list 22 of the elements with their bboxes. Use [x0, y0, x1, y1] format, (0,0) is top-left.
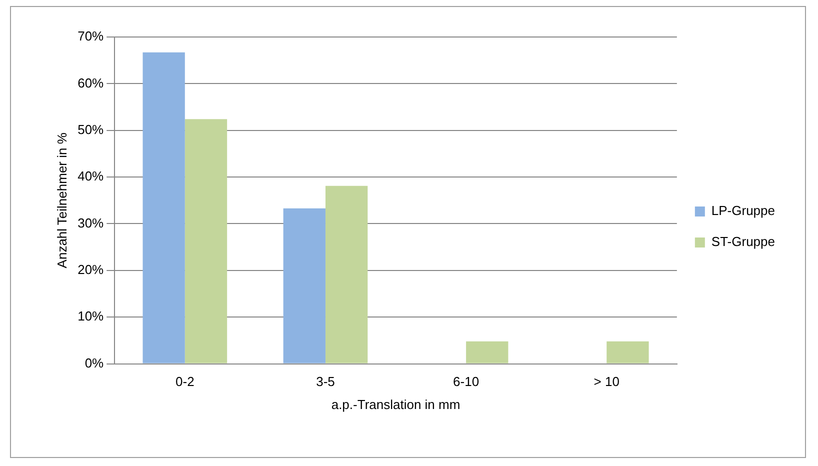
- x-tick-label: 3-5: [316, 374, 335, 390]
- y-tick-label: 50%: [78, 122, 104, 137]
- y-tick-label: 30%: [78, 215, 104, 230]
- x-tick-label: 0-2: [176, 374, 194, 390]
- bar: [142, 52, 185, 364]
- bar: [283, 208, 326, 364]
- y-tick-label: 60%: [78, 75, 104, 90]
- legend-label: LP-Gruppe: [711, 203, 776, 218]
- y-tick-label: 70%: [78, 28, 104, 44]
- bar: [606, 341, 649, 364]
- y-tick-label: 40%: [78, 168, 104, 184]
- x-tick-label: 6-10: [453, 374, 480, 390]
- bar: [184, 119, 228, 364]
- y-tick-label: 20%: [78, 262, 104, 278]
- bar: [325, 186, 368, 364]
- bar: [466, 341, 508, 364]
- y-tick-label: 0%: [84, 355, 104, 370]
- legend-label: ST-Gruppe: [711, 234, 776, 250]
- y-axis-title: Anzahl Teilnehmer in %: [54, 132, 70, 268]
- y-tick-label: 10%: [78, 308, 104, 324]
- x-tick-label: > 10: [594, 374, 620, 390]
- x-axis-title: a.p.-Translation in mm: [331, 396, 460, 412]
